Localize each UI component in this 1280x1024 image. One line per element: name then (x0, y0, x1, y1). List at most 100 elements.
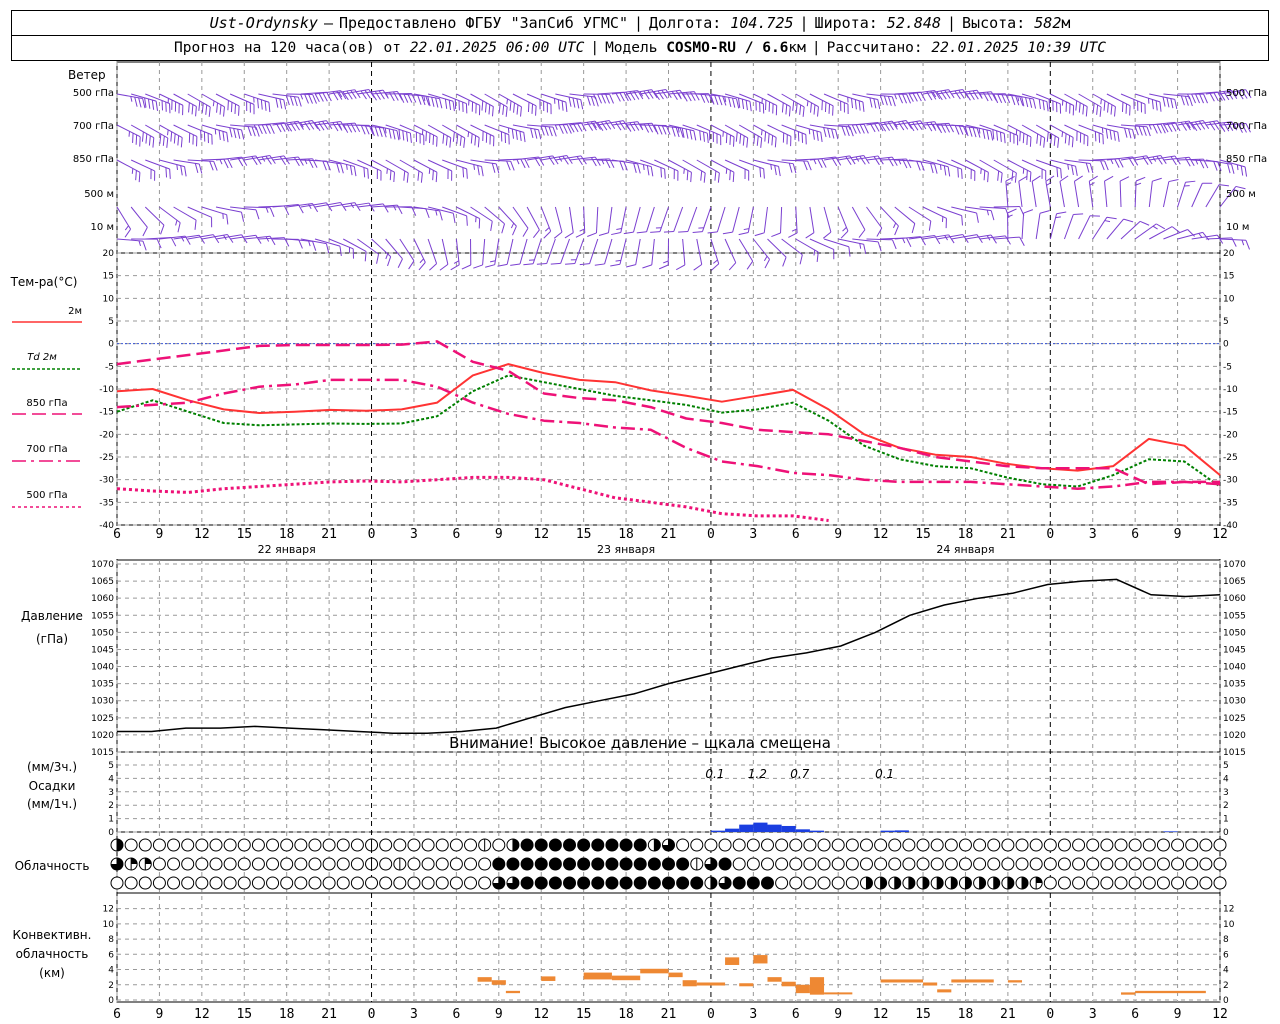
legend-2m-label: 2м (68, 306, 82, 317)
barb-feather (799, 104, 802, 115)
barb-feather (1087, 136, 1089, 147)
barb-feather (501, 223, 505, 234)
barb-feather (586, 95, 591, 106)
temp-y-tick-right: 5 (1223, 317, 1229, 327)
wind-barb (866, 156, 898, 167)
hour-label-bottom: 15 (915, 1007, 931, 1022)
cloud-circle (393, 838, 407, 852)
wind-barb (1106, 218, 1134, 240)
barb-feather (566, 124, 572, 134)
barb-staff (173, 159, 200, 165)
cloud-fill (710, 883, 717, 889)
wind-barb (1149, 121, 1181, 133)
barb-feather (1190, 122, 1198, 132)
cloud-circle (803, 838, 817, 852)
barb-feather (467, 131, 470, 138)
cloud-symbol (365, 838, 379, 852)
hour-label-bottom: 12 (873, 1007, 889, 1022)
barb-feather (947, 166, 951, 177)
barb-feather (462, 102, 464, 112)
barb-feather (475, 216, 477, 223)
cloud-symbol (110, 838, 124, 852)
barb-staff (633, 206, 641, 233)
wind-barb (739, 93, 765, 114)
wind-barb (668, 159, 692, 183)
barb-feather (1072, 105, 1075, 116)
barb-feather (1052, 100, 1054, 111)
barb-staff (1219, 122, 1246, 126)
temp-y-tick-right: 20 (1223, 249, 1235, 259)
cloud-circle (181, 857, 195, 871)
cloud-symbol (633, 838, 647, 852)
barb-staff (1191, 234, 1218, 240)
barb-feather (1100, 98, 1102, 105)
barb-staff (201, 206, 227, 216)
barb-feather (350, 123, 357, 133)
barb-feather (629, 122, 636, 132)
wind-barb (1104, 175, 1114, 208)
cloud-circle (1114, 838, 1128, 852)
precip-bar (739, 824, 754, 832)
conv-bar (824, 992, 853, 995)
wind-barb (159, 93, 184, 116)
barb-staff (131, 93, 157, 102)
conv-bar (505, 990, 521, 994)
cloud-circle (492, 838, 506, 852)
wind-barb (230, 206, 260, 220)
barb-feather (894, 93, 898, 100)
barb-feather (813, 104, 816, 115)
barb-feather (216, 102, 219, 113)
cloud-circle (944, 857, 958, 871)
barb-staff (1177, 182, 1187, 208)
cloud-symbol (845, 838, 859, 852)
barb-feather (657, 90, 664, 100)
barb-feather (1233, 189, 1239, 192)
cloud-circle (520, 857, 534, 871)
barb-feather (944, 90, 951, 99)
cloud-symbol (449, 876, 463, 890)
cloud-symbol (237, 838, 251, 852)
cloud-symbol (1001, 857, 1015, 871)
barb-feather (791, 228, 798, 232)
hour-label-mid: 3 (1089, 527, 1097, 542)
cloud-circle (888, 838, 902, 852)
hour-label-bottom: 9 (834, 1007, 842, 1022)
wind-level-left: 10 м (90, 222, 114, 233)
barb-feather (385, 253, 389, 260)
barb-feather (1103, 100, 1106, 111)
hour-label-mid: 15 (576, 527, 592, 542)
barb-feather (768, 101, 771, 112)
barb-feather (928, 220, 932, 231)
temp-title: Тем-ра(°C) (10, 275, 78, 289)
wind-barb (838, 93, 865, 112)
cloud-circle (294, 838, 308, 852)
cloud-circle (577, 857, 591, 871)
wind-barb (851, 206, 866, 238)
barb-feather (520, 158, 526, 169)
precip-y-tick-right: 4 (1223, 774, 1229, 784)
barb-staff (314, 202, 341, 208)
wind-barb (229, 93, 255, 115)
barb-staff (187, 234, 214, 240)
barb-staff (230, 206, 257, 211)
barb-feather (1117, 131, 1120, 142)
barb-feather (142, 98, 146, 109)
wind-barb (663, 206, 684, 233)
barb-staff (300, 202, 327, 208)
cloud-circle (1043, 857, 1057, 871)
barb-feather (173, 133, 176, 144)
cloud-symbol (1057, 838, 1071, 852)
barb-feather (145, 133, 148, 144)
barb-feather (279, 156, 286, 166)
conv-title-1: Конвективн. (12, 928, 92, 942)
wind-barb (456, 206, 481, 229)
cloud-symbol (662, 876, 675, 890)
cloud-circle (251, 876, 265, 890)
cloud-circle (874, 838, 888, 852)
hour-label-mid: 21 (1000, 527, 1016, 542)
barb-feather (240, 212, 245, 222)
hour-label-mid: 6 (113, 527, 121, 542)
cloud-symbol (1171, 857, 1185, 871)
barb-staff (1007, 159, 1032, 173)
barb-feather (650, 231, 661, 233)
